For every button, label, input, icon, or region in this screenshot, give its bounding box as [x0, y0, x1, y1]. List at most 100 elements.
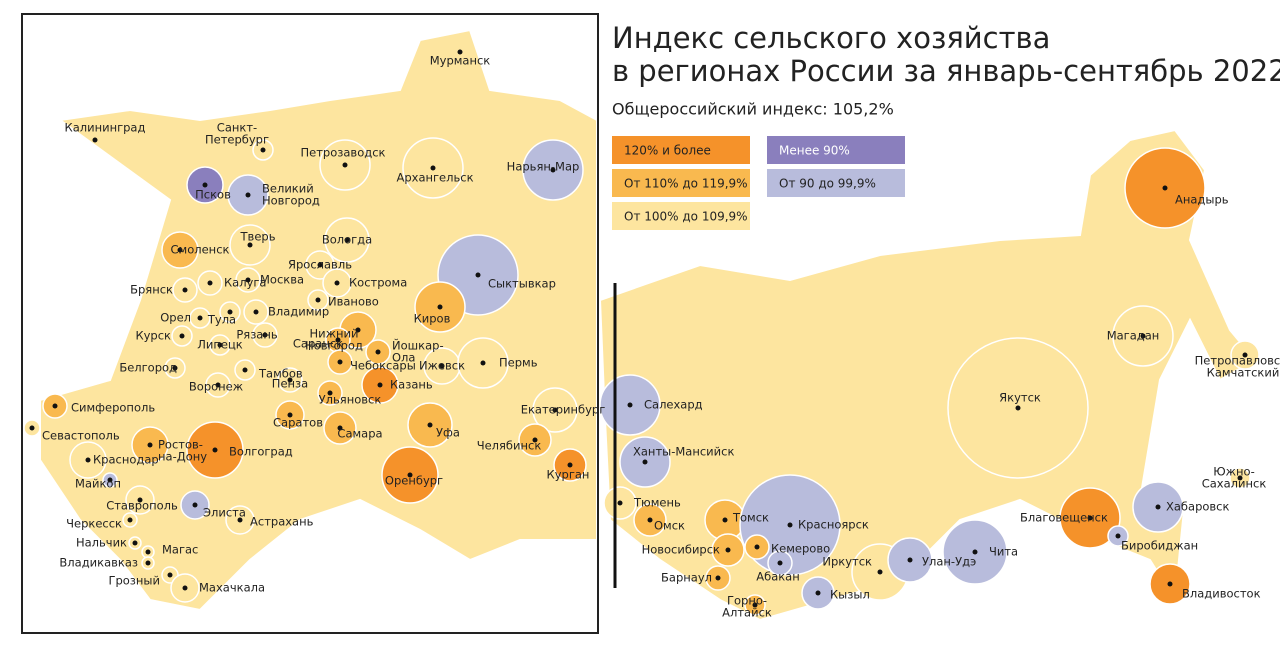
- city-label: Курган: [547, 468, 590, 482]
- city-dot: [972, 549, 978, 555]
- city-label: Йошкар-: [392, 338, 444, 353]
- city-dot: [147, 442, 153, 448]
- city-label: Хабаровск: [1166, 500, 1230, 514]
- city-label: Волгоград: [229, 445, 293, 459]
- city-dot: [480, 360, 486, 366]
- city-dot: [227, 309, 233, 315]
- city-label: Иваново: [328, 295, 379, 309]
- title-line: Индекс сельского хозяйства: [612, 21, 1050, 55]
- city-label: Симферополь: [71, 401, 155, 415]
- city-label: Саранск: [293, 337, 343, 351]
- city-label: Липецк: [197, 338, 243, 352]
- city-dot: [1115, 533, 1121, 539]
- legend-label: От 110% до 119,9%: [624, 177, 748, 191]
- city-label: Биробиджан: [1121, 539, 1198, 553]
- city-label: Чебоксары: [350, 359, 416, 373]
- city-dot: [752, 602, 758, 608]
- city-label: Курск: [135, 329, 171, 343]
- city-label: Казань: [390, 378, 433, 392]
- city-dot: [754, 544, 760, 550]
- city-dot: [1167, 581, 1173, 587]
- city-label: Тюмень: [633, 496, 681, 510]
- city-label: Омск: [654, 519, 685, 533]
- city-dot: [167, 572, 173, 578]
- city-dot: [1155, 504, 1161, 510]
- city-label: Владивосток: [1182, 587, 1261, 601]
- city-dot: [172, 365, 178, 371]
- city-label: Петропавловск-: [1195, 354, 1280, 368]
- city-label: Петербург: [205, 133, 269, 147]
- city-label: Киров: [414, 312, 451, 326]
- city-label: Вологда: [322, 233, 372, 247]
- city-dot: [107, 477, 113, 483]
- city-label: Ставрополь: [106, 499, 178, 513]
- city-dot: [647, 517, 653, 523]
- city-dot: [375, 349, 381, 355]
- city-dot: [245, 192, 251, 198]
- city-label: Чита: [989, 545, 1018, 559]
- city-label: Абакан: [756, 570, 800, 584]
- city-dot: [1087, 515, 1093, 521]
- city-label: Ола: [392, 351, 415, 365]
- legend-swatch: [612, 136, 750, 164]
- city-dot: [475, 272, 481, 278]
- legend-swatch: [612, 202, 750, 230]
- city-dot: [29, 425, 35, 431]
- city-label: Самара: [337, 427, 382, 441]
- city-label: Новгород: [262, 194, 320, 208]
- city-label: Барнаул: [661, 571, 712, 585]
- city-dot: [1237, 475, 1243, 481]
- city-label: Калининград: [65, 121, 146, 135]
- city-dot: [207, 280, 213, 286]
- title-line: в регионах России за январь-сентябрь 202…: [612, 54, 1280, 88]
- city-label: Тула: [207, 313, 236, 327]
- city-label: Смоленск: [171, 243, 230, 257]
- city-dot: [907, 557, 913, 563]
- city-label: Якутск: [999, 391, 1041, 405]
- city-dot: [262, 332, 268, 338]
- city-label: Салехард: [644, 398, 703, 412]
- city-label: Горно-: [727, 594, 767, 608]
- city-dot: [550, 167, 556, 173]
- city-label: Пенза: [272, 377, 308, 391]
- city-dot: [217, 342, 223, 348]
- city-dot: [715, 575, 721, 581]
- city-label: Ханты-Мансийск: [633, 445, 734, 459]
- city-label: Великий: [262, 182, 314, 196]
- city-label: Рязань: [236, 328, 278, 342]
- city-label: Элиста: [203, 506, 246, 520]
- city-label: Анадырь: [1175, 193, 1229, 207]
- city-dot: [202, 182, 208, 188]
- city-dot: [253, 309, 259, 315]
- city-label: Брянск: [130, 283, 173, 297]
- legend-label: От 90 до 99,9%: [779, 177, 876, 191]
- city-label: Черкесск: [66, 517, 122, 531]
- city-dot: [237, 517, 243, 523]
- city-label: Нальчик: [76, 536, 127, 550]
- city-label: Ростов-: [158, 438, 203, 452]
- city-label: Иркутск: [822, 555, 872, 569]
- city-label: Уфа: [436, 426, 460, 440]
- city-label: Тверь: [240, 230, 276, 244]
- inset-frame: [21, 13, 599, 634]
- city-dot: [132, 540, 138, 546]
- city-dot: [344, 237, 350, 243]
- city-dot: [427, 422, 433, 428]
- city-label: Кострома: [349, 276, 407, 290]
- city-label: Архангельск: [396, 171, 473, 185]
- city-label: Владимир: [268, 305, 329, 319]
- city-dot: [777, 560, 783, 566]
- city-label: Нарьян-Мар: [507, 160, 580, 174]
- city-label: Калуга: [224, 276, 266, 290]
- city-dot: [1015, 405, 1021, 411]
- city-dot: [145, 560, 151, 566]
- city-dot: [145, 549, 151, 555]
- city-label: Владикавказ: [59, 556, 138, 570]
- city-label: Алтайск: [722, 606, 772, 620]
- city-label: Псков: [195, 188, 231, 202]
- legend-swatch: [767, 136, 905, 164]
- city-dot: [1140, 333, 1146, 339]
- city-dot: [377, 382, 383, 388]
- city-dot: [247, 242, 253, 248]
- city-label: Камчатский: [1207, 366, 1280, 380]
